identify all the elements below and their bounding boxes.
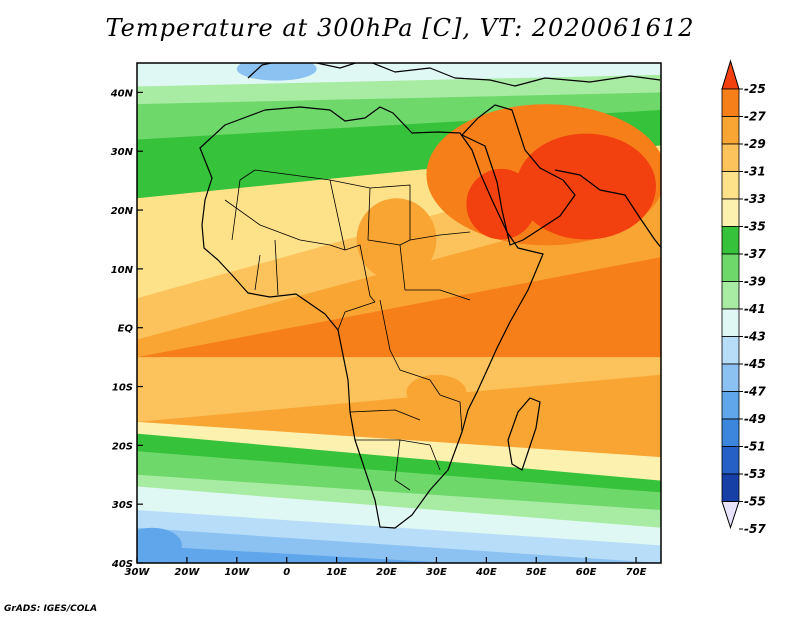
lat-tick-label: 10S: [112, 383, 133, 394]
colorbar-top-arrow: [721, 59, 740, 90]
lat-tick-label: 20S: [112, 441, 133, 452]
lat-tick-label: 40N: [110, 88, 134, 99]
colorbar-swatch: [721, 253, 740, 282]
temperature-blob: [236, 63, 317, 81]
colorbar-swatch: [721, 446, 740, 475]
colorbar-label: -29: [744, 137, 766, 151]
colorbar-label: -35: [744, 220, 766, 234]
colorbar-swatch: [721, 171, 740, 200]
colorbar-label: -51: [744, 440, 766, 454]
grads-credit: GrADS: IGES/COLA: [4, 604, 98, 614]
colorbar-swatch: [721, 391, 740, 420]
colorbar-swatch: [721, 418, 740, 447]
colorbar-swatch: [721, 363, 740, 392]
colorbar-label: -53: [744, 467, 766, 481]
lat-tick-label: 20N: [111, 206, 134, 217]
colorbar-swatch: [721, 198, 740, 227]
madagascar-outline: [507, 397, 541, 471]
colorbar-swatch: [721, 88, 740, 117]
colorbar-label: -37: [744, 247, 766, 261]
colorbar-swatch: [721, 336, 740, 365]
colorbar: -25 -27 -29 -31 -33 -35 -37 -39 -41 -43 -45 -47 -49 -…: [721, 59, 766, 536]
colorbar-swatch: [721, 281, 740, 310]
colorbar-label: -33: [744, 192, 766, 206]
lon-tick-label: 30W: [125, 567, 151, 578]
colorbar-bottom-arrow: [721, 501, 740, 530]
lon-tick-label: 10E: [326, 567, 347, 578]
map-title: Temperature at 300hPa [C], VT: 202006161…: [105, 14, 695, 42]
colorbar-swatch: [721, 473, 740, 502]
colorbar-swatch: [721, 116, 740, 145]
asia-coastline: [554, 169, 661, 249]
colorbar-label: -31: [744, 165, 766, 179]
colorbar-label: -41: [744, 302, 766, 316]
colorbar-label: -43: [744, 330, 766, 344]
colorbar-label: -55: [744, 495, 766, 509]
colorbar-swatch: [721, 308, 740, 337]
latitude-axis: 40N 30N 20N 10N EQ 10S 20S 30S 40S: [110, 88, 143, 570]
lon-tick-label: 40E: [475, 567, 497, 578]
colorbar-label: -39: [744, 275, 766, 289]
lon-tick-label: 60E: [576, 567, 597, 578]
africa-coastline: [199, 106, 544, 529]
temperature-band: [137, 545, 661, 563]
lon-tick-label: 0: [283, 567, 290, 578]
colorbar-label: -25: [744, 82, 766, 96]
temperature-blob: [406, 374, 467, 411]
lat-tick-label: 30N: [111, 147, 134, 158]
lon-tick-label: 70E: [626, 567, 647, 578]
temperature-blob: [137, 527, 182, 563]
europe-coastline: [247, 63, 661, 87]
lat-tick-label: 10N: [111, 265, 134, 276]
lon-tick-label: 30E: [426, 567, 447, 578]
inner-borders: [224, 169, 471, 491]
lon-tick-label: 20W: [174, 567, 200, 578]
lat-tick-label: EQ: [118, 324, 134, 335]
lon-tick-label: 20E: [376, 567, 397, 578]
colorbar-label: -57: [744, 522, 766, 536]
longitude-axis: 30W 20W 10W 0 10E 20E 30E 40E 50E 60E 70E: [125, 557, 647, 578]
arabia-coastline: [461, 104, 576, 246]
colorbar-swatch: [721, 226, 740, 255]
lat-tick-label: 30S: [112, 500, 133, 511]
colorbar-swatch: [721, 143, 740, 172]
colorbar-label: -27: [744, 110, 766, 124]
map-frame: [136, 62, 662, 564]
temperature-blob: [516, 133, 657, 240]
colorbar-label: -49: [744, 412, 766, 426]
lat-tick-label: 40S: [111, 559, 133, 570]
colorbar-label: -45: [744, 357, 766, 371]
temperature-blob: [356, 198, 437, 281]
land-outlines: [199, 63, 661, 529]
lon-tick-label: 50E: [526, 567, 547, 578]
temperature-field: [137, 63, 661, 563]
colorbar-label: -47: [744, 385, 766, 399]
lon-tick-label: 10W: [224, 567, 250, 578]
